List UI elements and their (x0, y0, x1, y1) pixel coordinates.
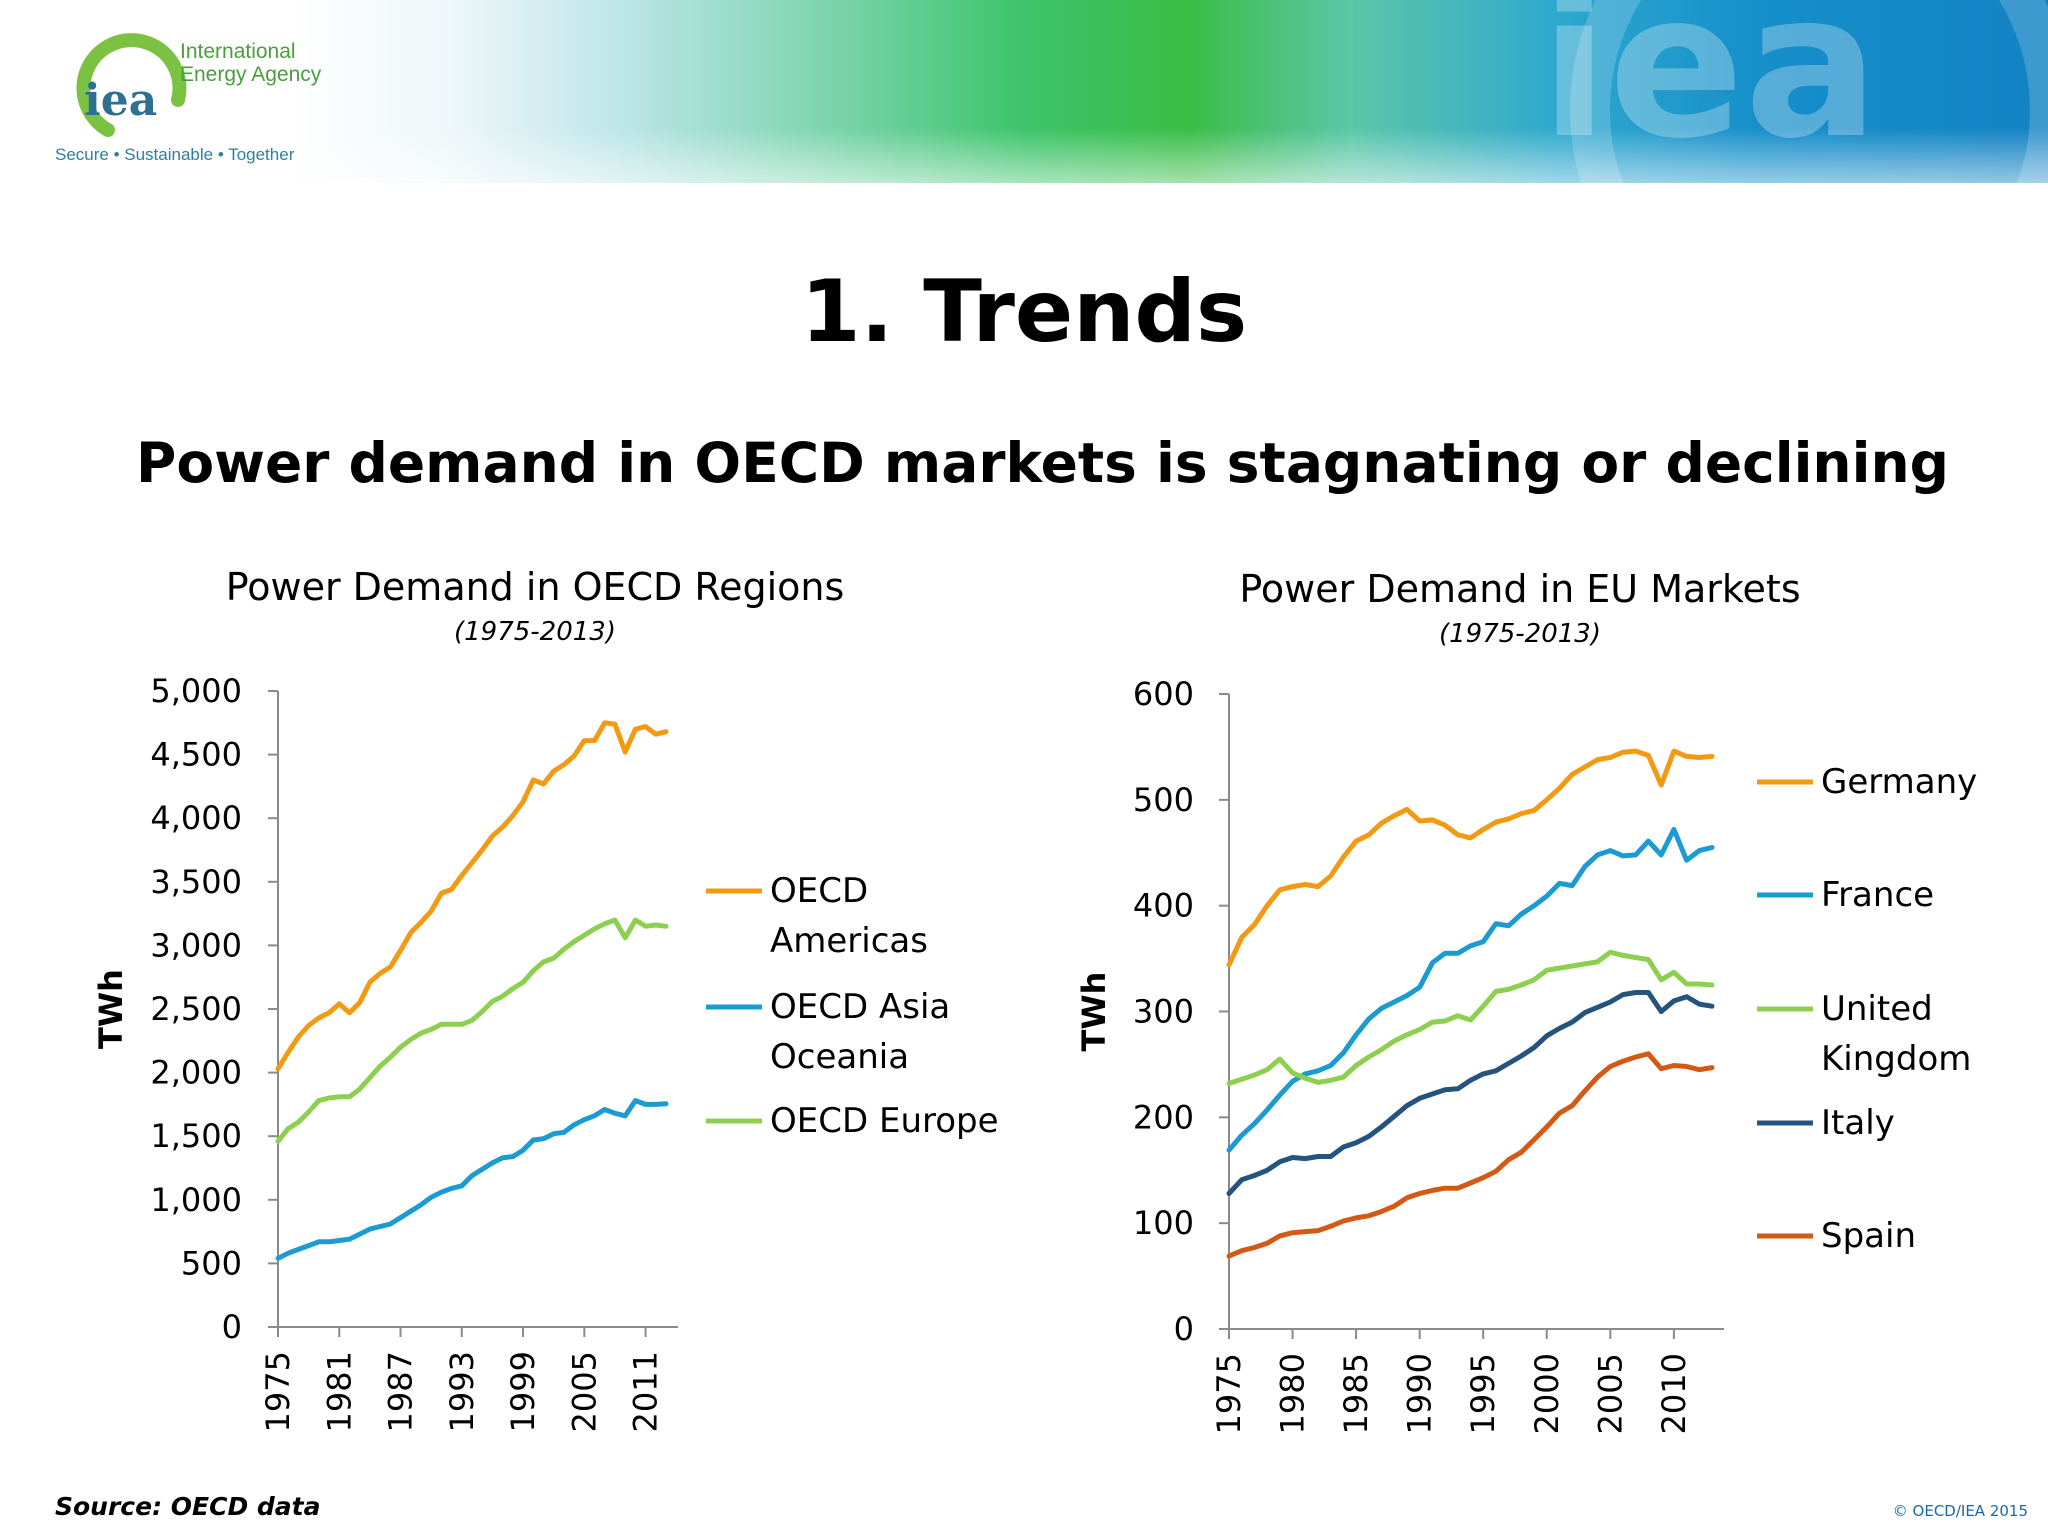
logo-swoosh-icon (76, 33, 187, 137)
series-line-oecd-europe (275, 917, 669, 1144)
legend-label-germany: Germany (1821, 762, 1977, 802)
x-tick-label: 1985 (1337, 1353, 1375, 1434)
header-banner: iea (0, 0, 2048, 183)
chart1-title: Power Demand in OECD Regions (225, 565, 845, 609)
x-tick-label: 2010 (1655, 1353, 1693, 1434)
slide-subtitle: Power demand in OECD markets is stagnati… (136, 431, 1949, 495)
legend-label-united-kingdom: United (1821, 989, 1933, 1029)
y-tick-label: 500 (181, 1244, 242, 1282)
x-tick-label: 1995 (1464, 1353, 1502, 1434)
x-tick-label: 1987 (382, 1351, 420, 1432)
series-line-oecd-americas (275, 720, 669, 1072)
y-tick-label: 5,000 (150, 672, 242, 710)
x-tick-label: 1975 (259, 1351, 297, 1432)
x-tick-label: 2000 (1528, 1353, 1566, 1434)
x-tick-label: 1980 (1274, 1353, 1312, 1434)
x-tick-label: 2005 (1591, 1353, 1629, 1434)
y-tick-label: 400 (1133, 887, 1194, 925)
copyright-note: © OECD/IEA 2015 (1892, 1502, 2028, 1520)
legend-label-spain: Spain (1821, 1216, 1916, 1256)
y-tick-label: 1,000 (150, 1181, 242, 1219)
legend-label-oecd-americas: Americas (770, 921, 928, 961)
y-tick-label: 3,000 (150, 926, 242, 964)
logo-mark: iea (84, 75, 157, 126)
legend-label-italy: Italy (1821, 1103, 1895, 1143)
y-tick-label: 4,500 (150, 736, 242, 774)
y-tick-label: 0 (222, 1308, 242, 1346)
legend-label-united-kingdom: Kingdom (1821, 1039, 1971, 1079)
x-tick-label: 1981 (320, 1351, 358, 1432)
y-axis-title: TWh (1075, 972, 1113, 1052)
x-tick-label: 1990 (1401, 1353, 1439, 1434)
y-tick-label: 300 (1133, 993, 1194, 1031)
legend-label-oecd-europe: OECD Europe (770, 1101, 999, 1141)
x-tick-label: 1993 (443, 1351, 481, 1432)
y-tick-label: 3,500 (150, 863, 242, 901)
series-line-italy (1226, 990, 1715, 1196)
x-tick-label: 1999 (504, 1351, 542, 1432)
logo-name-line2: Energy Agency (180, 63, 322, 86)
chart2-subtitle: (1975-2013) (1438, 619, 1601, 649)
y-tick-label: 2,000 (150, 1054, 242, 1092)
y-tick-label: 500 (1133, 781, 1194, 819)
legend-label-oecd-americas: OECD (770, 871, 868, 911)
logo-name-line1: International (180, 40, 296, 63)
y-tick-label: 0 (1174, 1310, 1194, 1348)
y-tick-label: 200 (1133, 1098, 1194, 1136)
y-tick-label: 100 (1133, 1204, 1194, 1242)
y-tick-label: 600 (1133, 675, 1194, 713)
x-tick-label: 2005 (565, 1351, 603, 1432)
logo-tagline: Secure • Sustainable • Together (55, 145, 295, 164)
iea-logo: iea International Energy Agency Secure •… (55, 33, 322, 164)
slide-title: 1. Trends (800, 262, 1248, 362)
series-line-spain (1226, 1051, 1715, 1259)
series-line-germany (1226, 748, 1715, 968)
legend-label-oecd-asia-oceania: OECD Asia (770, 987, 950, 1027)
chart2: 0 100 200 300 400 500 600 1975 1980 1985 1990 1995 2… (1075, 675, 1977, 1434)
y-tick-label: 1,500 (150, 1117, 242, 1155)
y-tick-label: 4,000 (150, 799, 242, 837)
x-tick-label: 1975 (1210, 1353, 1248, 1434)
header-fade (0, 0, 2048, 183)
series-line-oecd-asia-oceania (275, 1098, 669, 1261)
series-line-united-kingdom (1226, 949, 1715, 1086)
series-line-france (1226, 827, 1715, 1153)
legend-label-france: France (1821, 875, 1934, 915)
chart1-subtitle: (1975-2013) (453, 617, 616, 647)
source-note: Source: OECD data (55, 1492, 321, 1521)
chart2-title: Power Demand in EU Markets (1239, 567, 1801, 611)
y-axis-title: TWh (92, 969, 130, 1049)
x-tick-label: 2011 (627, 1351, 665, 1432)
chart1: 0 500 1,000 1,500 2,000 2,500 3,000 3,500 4,000 4… (92, 672, 999, 1432)
y-tick-label: 2,500 (150, 990, 242, 1028)
legend-label-oecd-asia-oceania: Oceania (770, 1037, 909, 1077)
